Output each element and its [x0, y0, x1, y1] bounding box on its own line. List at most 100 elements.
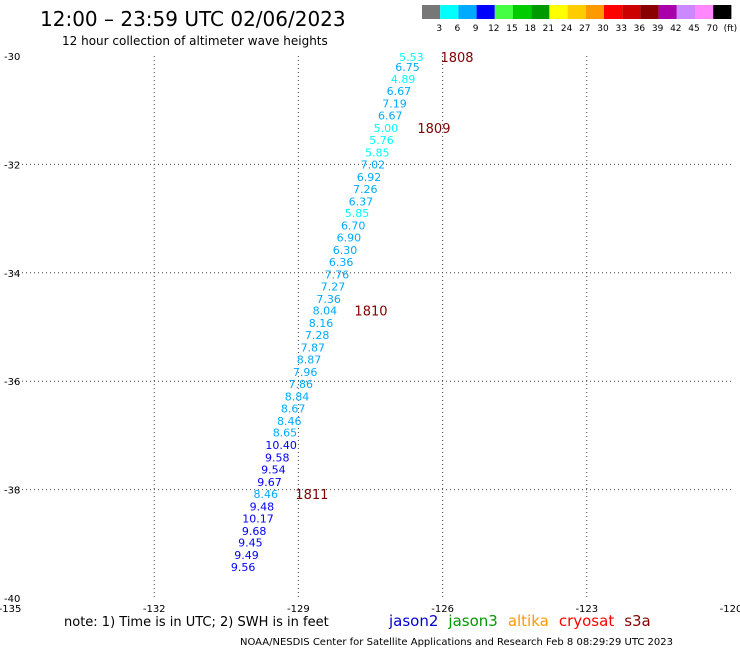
scale-label: 30 [597, 24, 609, 34]
wave-height-value: 7.96 [293, 366, 318, 379]
scale-swatch [494, 5, 513, 19]
y-tick-label: -36 [4, 377, 20, 388]
y-tick-label: -32 [4, 160, 20, 171]
y-tick-label: -30 [4, 52, 20, 63]
wave-height-value: 9.49 [234, 549, 259, 562]
scale-label: 3 [436, 24, 442, 34]
x-tick-label: -132 [143, 604, 166, 615]
x-tick-label: -120 [720, 604, 740, 615]
y-axis-ticks: -30 -32 -34 -36 -38 -40 [4, 52, 20, 605]
scale-swatch [604, 5, 623, 19]
wave-height-values: 5.536.754.896.677.196.675.005.765.857.02… [231, 51, 424, 574]
scale-label: 45 [688, 24, 699, 34]
x-tick-label: -135 [0, 604, 21, 615]
wave-height-value: 5.85 [345, 207, 370, 220]
scale-label: 18 [524, 24, 536, 34]
wave-height-value: 8.84 [285, 390, 310, 403]
wave-height-value: 8.16 [309, 317, 334, 330]
wave-height-value: 7.86 [289, 378, 314, 391]
scale-swatch [658, 5, 677, 19]
wave-height-value: 7.28 [305, 329, 330, 342]
scale-swatch [695, 5, 714, 19]
satellite-legend-cryosat: cryosat [559, 612, 614, 630]
scale-label: 33 [615, 24, 626, 34]
pass-label: 1810 [354, 305, 387, 320]
satellite-legend-jason2: jason2 [388, 612, 438, 630]
grid [10, 56, 731, 598]
scale-swatch [676, 5, 695, 19]
wave-height-value: 5.76 [369, 134, 394, 147]
wave-height-value: 7.76 [325, 268, 350, 281]
wave-height-value: 8.04 [313, 305, 338, 318]
satellite-legend-altika: altika [508, 612, 549, 630]
scale-label: 24 [561, 24, 573, 34]
scale-label: 21 [543, 24, 554, 34]
wave-height-value: 6.30 [333, 244, 358, 257]
scale-label: 12 [488, 24, 499, 34]
scale-swatch [458, 5, 477, 19]
scale-label: 36 [634, 24, 646, 34]
wave-height-value: 10.40 [265, 439, 297, 452]
satellite-legend-s3a: s3a [624, 612, 651, 630]
wave-height-value: 9.56 [231, 561, 256, 574]
chart-title: 12:00 – 23:59 UTC 02/06/2023 [40, 7, 346, 31]
wave-height-value: 5.85 [365, 146, 390, 159]
wave-height-value: 9.48 [250, 500, 275, 513]
wave-height-color-scale: 3 6 9 12 15 18 21 24 27 30 33 36 39 42 45 70 (ft) [422, 5, 737, 34]
x-tick-label: -129 [287, 604, 310, 615]
y-tick-label: -34 [4, 269, 20, 280]
scale-label: (ft) [724, 24, 738, 34]
scale-label: 39 [652, 24, 664, 34]
scale-swatch [531, 5, 550, 19]
wave-height-value: 6.36 [329, 256, 354, 269]
wave-height-value: 5.53 [399, 51, 424, 64]
satellite-legend-jason3: jason3 [447, 612, 497, 630]
wave-height-value: 7.19 [382, 98, 407, 111]
wave-height-value: 8.67 [281, 402, 306, 415]
x-axis-ticks: -135 -132 -129 -126 -123 -120 [0, 604, 740, 615]
chart-subtitle: 12 hour collection of altimeter wave hei… [62, 34, 328, 48]
pass-label: 1809 [417, 122, 450, 137]
footer-credit: NOAA/NESDIS Center for Satellite Applica… [240, 637, 673, 648]
wave-height-value: 6.37 [349, 195, 374, 208]
pass-labels: 1808 1809 1810 1811 [295, 51, 473, 503]
wave-height-value: 7.27 [321, 280, 346, 293]
pass-label: 1811 [295, 488, 328, 503]
scale-label: 9 [473, 24, 479, 34]
wave-height-value: 6.90 [337, 232, 362, 245]
y-tick-label: -40 [4, 594, 20, 605]
scale-swatch [585, 5, 604, 19]
scale-swatch [622, 5, 641, 19]
scale-swatch [476, 5, 495, 19]
scale-swatch [567, 5, 586, 19]
wave-height-value: 6.67 [378, 110, 403, 123]
scale-label: 6 [455, 24, 461, 34]
wave-height-value: 10.17 [242, 512, 274, 525]
wave-height-value: 6.70 [341, 220, 366, 233]
scale-label: 27 [579, 24, 590, 34]
wave-height-value: 9.45 [238, 537, 263, 550]
x-tick-label: -123 [575, 604, 598, 615]
x-tick-label: -126 [431, 604, 454, 615]
scale-swatch [640, 5, 659, 19]
wave-height-value: 7.87 [301, 342, 326, 355]
wave-height-value: 8.46 [277, 415, 302, 428]
scale-swatch [713, 5, 732, 19]
wave-height-value: 9.67 [257, 476, 282, 489]
scale-label: 42 [670, 24, 681, 34]
scale-label: 15 [506, 24, 517, 34]
wave-height-value: 7.36 [316, 293, 341, 306]
scale-swatch [422, 5, 441, 19]
wave-height-value: 6.92 [357, 171, 382, 184]
wave-height-value: 6.75 [395, 61, 420, 74]
pass-label: 1808 [440, 51, 473, 66]
wave-height-value: 7.26 [353, 183, 378, 196]
wave-height-value: 5.00 [374, 122, 399, 135]
wave-height-value: 9.68 [242, 525, 267, 538]
wave-height-value: 8.65 [273, 427, 298, 440]
wave-height-value: 9.54 [261, 464, 286, 477]
wave-height-value: 7.02 [361, 158, 386, 171]
y-tick-label: -38 [4, 486, 20, 497]
wave-height-value: 6.67 [387, 85, 412, 98]
